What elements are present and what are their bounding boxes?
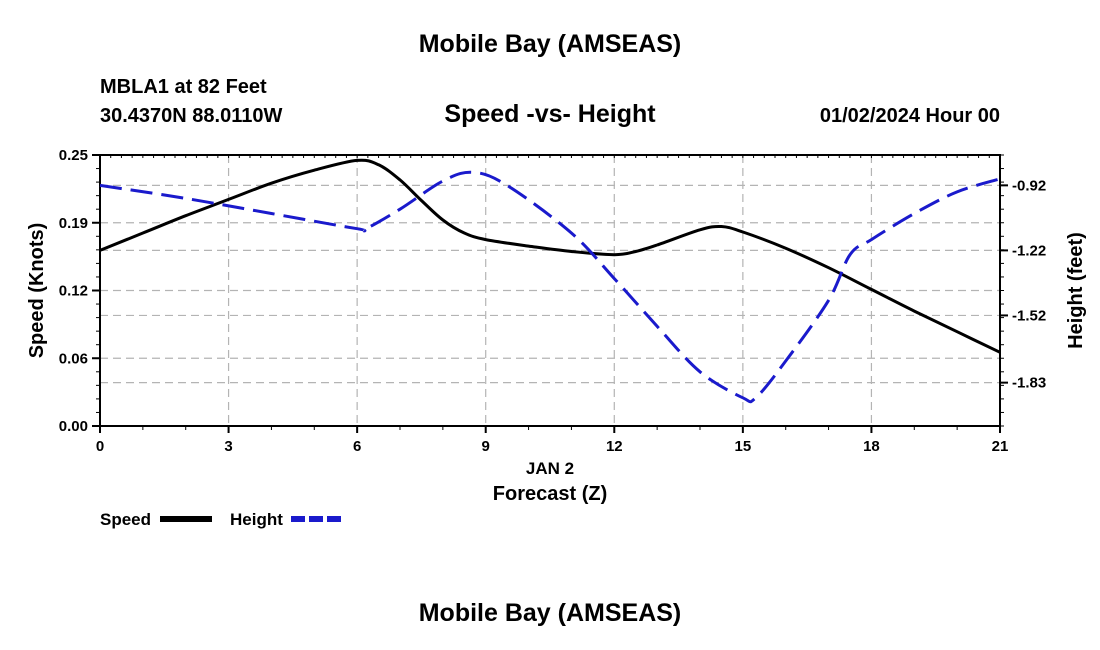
x-tick-label: 18 xyxy=(863,438,880,455)
speed-series-line xyxy=(99,158,1001,354)
y2-tick-label: -1.52 xyxy=(1012,307,1046,324)
legend: Speed Height xyxy=(100,510,343,529)
y2-tick-label: -1.22 xyxy=(1012,242,1046,259)
chart-main-title: Mobile Bay (AMSEAS) xyxy=(418,30,682,58)
legend-speed-label: Speed xyxy=(100,510,151,529)
x-tick-label: 3 xyxy=(224,438,232,455)
x-tick-label: 15 xyxy=(735,438,752,455)
y-tick-label: 0.19 xyxy=(59,215,88,232)
forecast-datetime: 01/02/2024 Hour 00 xyxy=(819,105,1000,127)
x-tick-label: 21 xyxy=(992,438,1009,455)
chart-subtitle: Speed -vs- Height xyxy=(444,100,656,128)
y-tick-label: 0.25 xyxy=(59,147,88,164)
y-tick-label: 0.12 xyxy=(59,283,88,300)
x-tick-label: 6 xyxy=(353,438,361,455)
x-axis-title: Forecast (Z) xyxy=(493,483,607,505)
axis-ticks xyxy=(92,154,1008,433)
y2-tick-label: -1.83 xyxy=(1012,375,1046,392)
station-label: MBLA1 at 82 Feet xyxy=(100,76,267,98)
station-coordinates: 30.4370N 88.0110W xyxy=(100,105,283,127)
y2-axis-title: Height (feet) xyxy=(1065,232,1087,349)
x-tick-label: 0 xyxy=(96,438,104,455)
x-axis-date-label: JAN 2 xyxy=(526,459,574,478)
data-series xyxy=(99,158,1001,404)
axis-labels: 0 3 6 9 12 15 18 21 0.00 0.06 0.12 0.19 0.25 -1.83 -1.… xyxy=(26,147,1087,505)
x-tick-label: 12 xyxy=(606,438,623,455)
legend-height-label: Height xyxy=(230,510,283,529)
y-tick-label: 0.00 xyxy=(59,418,88,435)
x-tick-label: 9 xyxy=(482,438,490,455)
y-axis-title: Speed (Knots) xyxy=(26,223,48,359)
footer-chart-title: Mobile Bay (AMSEAS) xyxy=(418,599,682,627)
y-tick-label: 0.06 xyxy=(59,350,88,367)
y2-tick-label: -0.92 xyxy=(1012,177,1046,194)
height-series-line xyxy=(99,170,1001,404)
